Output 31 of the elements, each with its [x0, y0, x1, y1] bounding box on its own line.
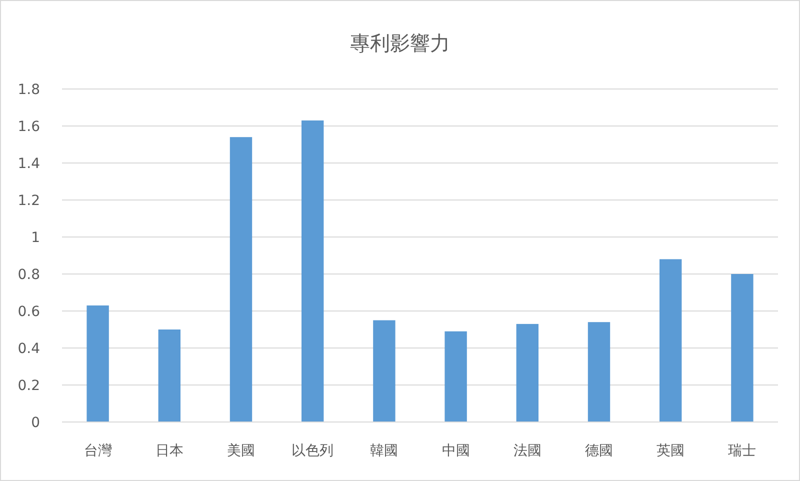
bar [588, 322, 610, 422]
x-tick-label: 日本 [155, 443, 184, 459]
chart-title: 專利影響力 [350, 31, 450, 55]
bar [373, 320, 396, 422]
bar [302, 120, 324, 422]
x-tick-label: 以色列 [292, 443, 334, 459]
bar [731, 274, 754, 422]
bar [444, 331, 467, 422]
x-tick-label: 德國 [585, 443, 613, 459]
bar [516, 324, 538, 422]
y-tick-label: 0.4 [18, 341, 40, 357]
x-tick-label: 韓國 [370, 443, 398, 459]
bar [158, 330, 180, 422]
y-tick-label: 0.6 [18, 304, 40, 320]
y-tick-label: 0.2 [18, 378, 40, 394]
y-tick-label: 1.2 [18, 193, 40, 209]
y-tick-label: 1.8 [18, 82, 40, 98]
x-tick-label: 中國 [442, 443, 470, 459]
bar [86, 305, 109, 422]
y-tick-label: 1.6 [18, 119, 40, 135]
y-tick-label: 1.4 [18, 156, 40, 172]
x-tick-label: 美國 [227, 443, 255, 459]
bar [230, 137, 252, 422]
x-tick-label: 英國 [656, 443, 685, 459]
x-tick-label: 瑞士 [728, 443, 756, 459]
y-tick-label: 0 [31, 415, 40, 431]
y-tick-label: 1 [31, 230, 40, 246]
y-tick-label: 0.8 [18, 267, 40, 283]
x-tick-label: 台灣 [84, 443, 112, 459]
x-tick-label: 法國 [513, 443, 542, 459]
bar [660, 259, 682, 422]
